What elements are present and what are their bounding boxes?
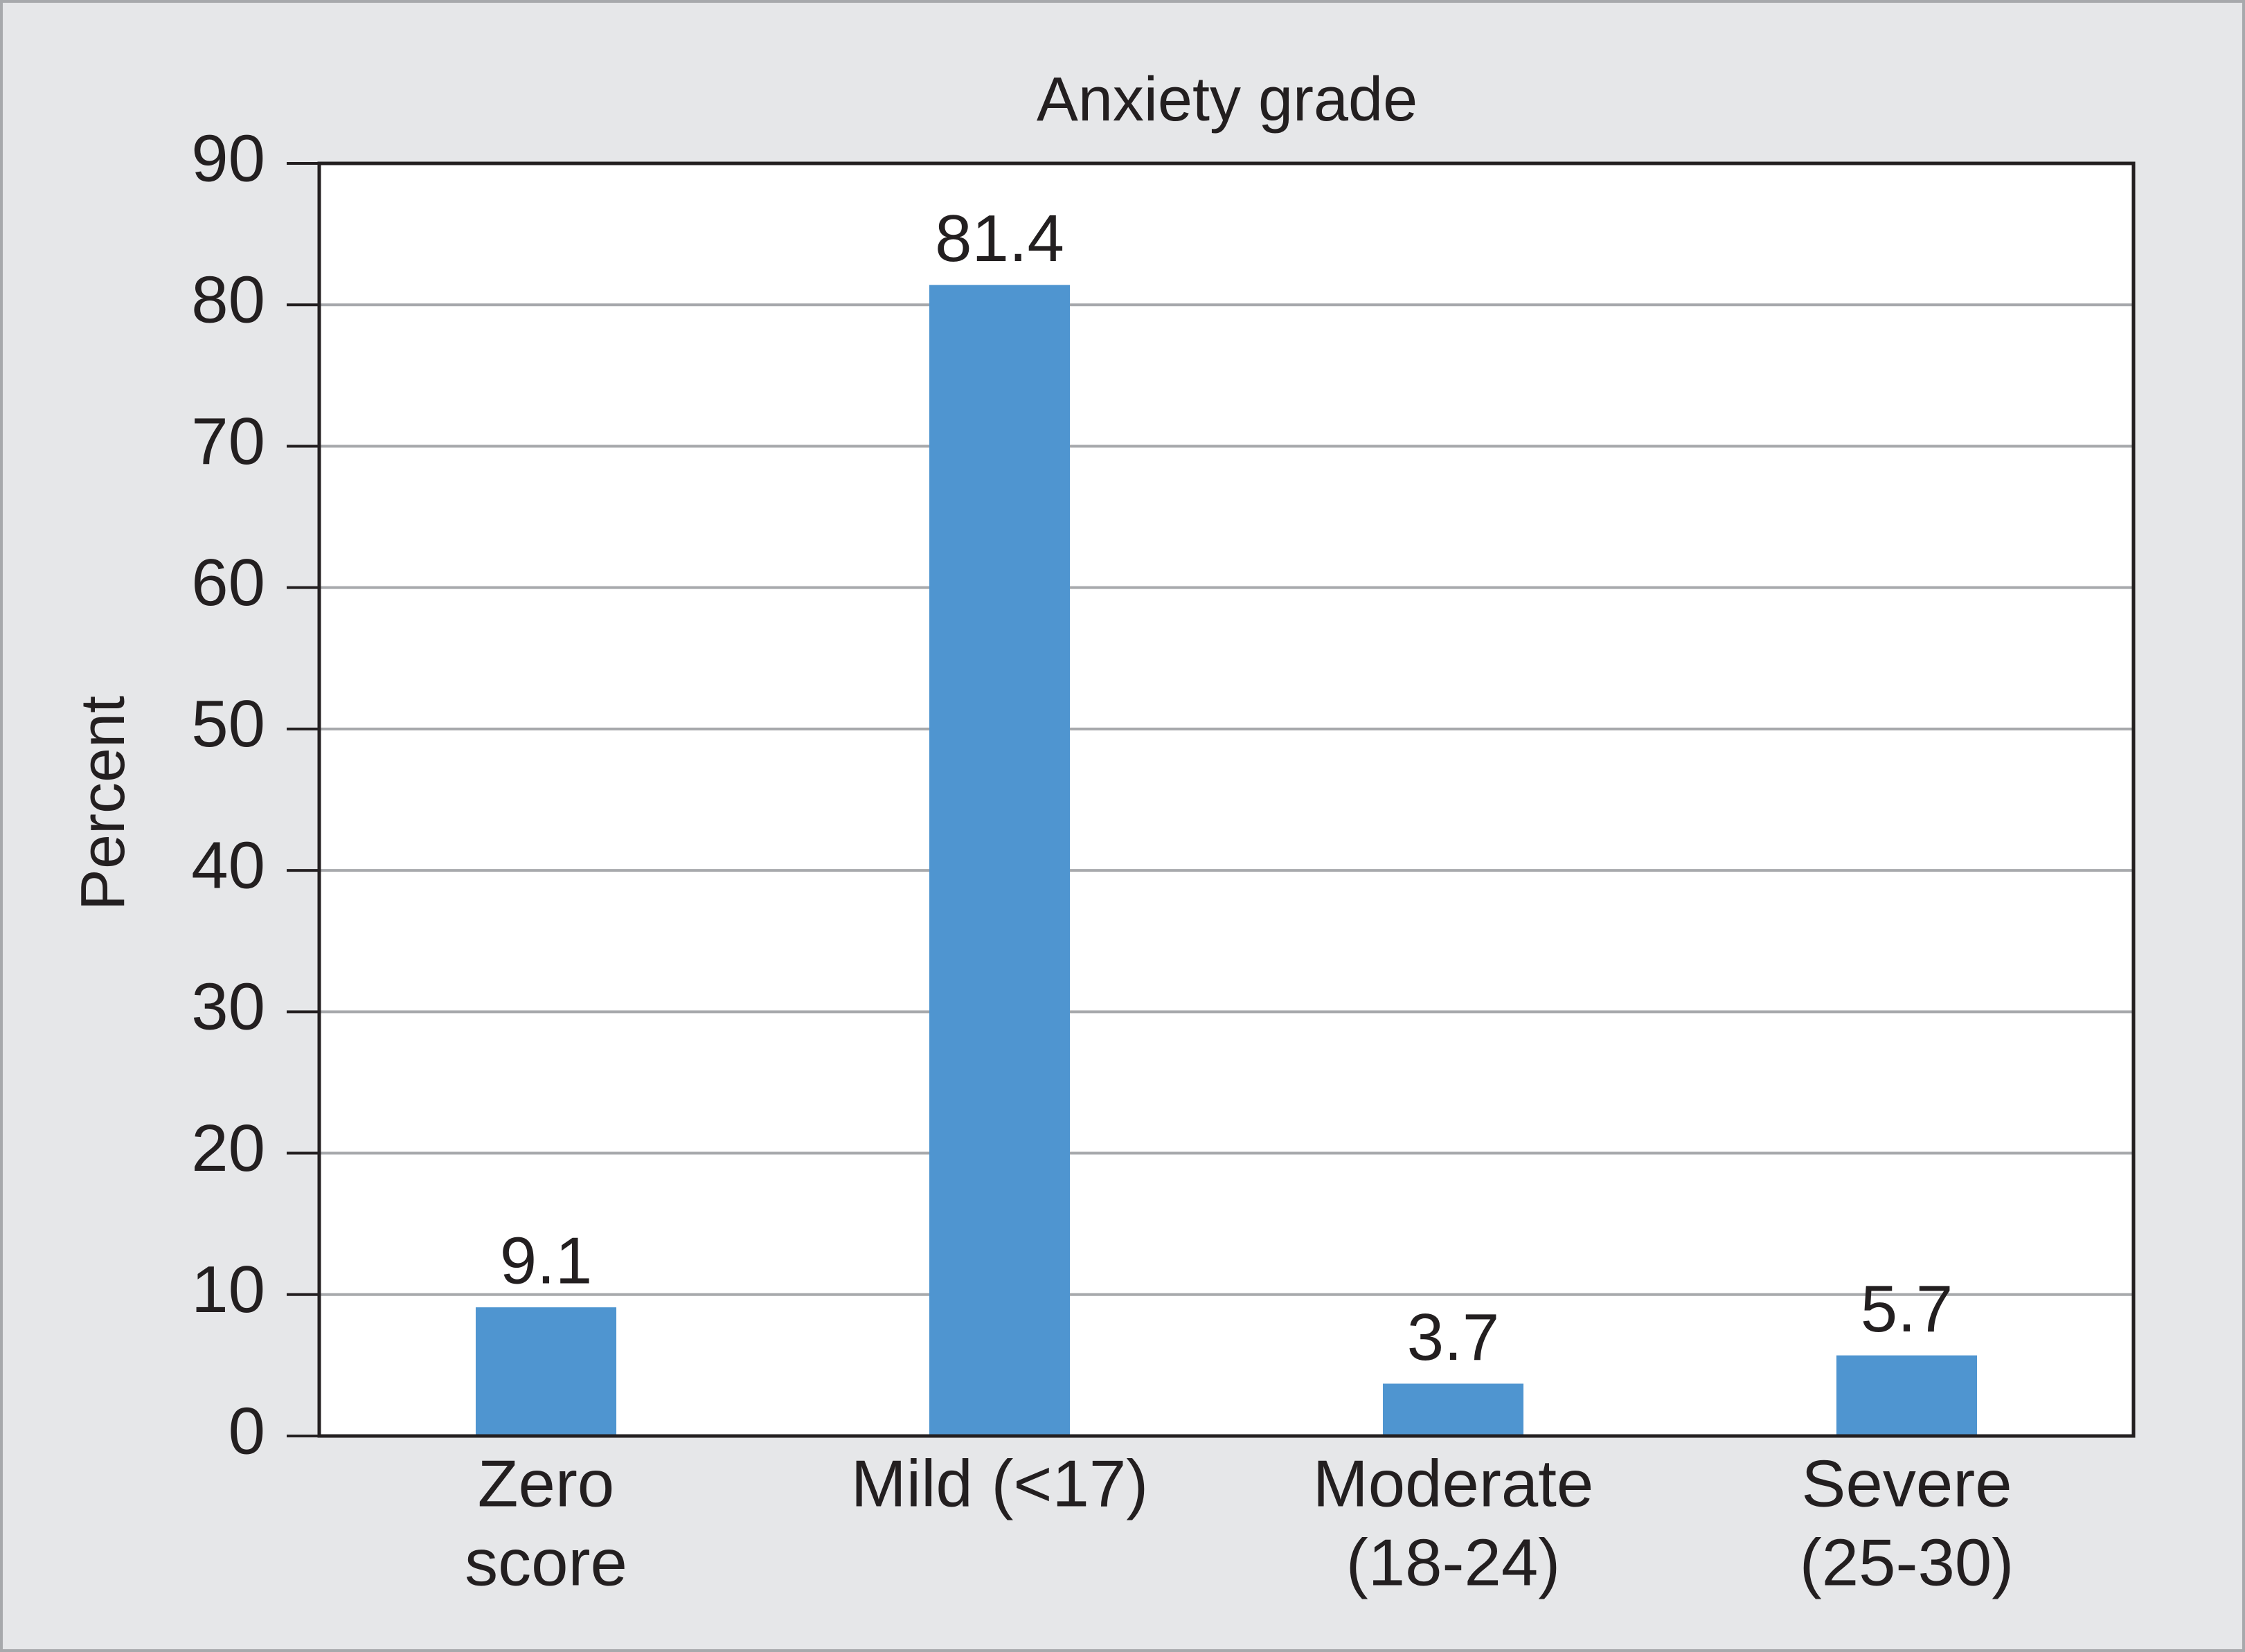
x-tick-label: score — [465, 1525, 627, 1599]
y-tick-label: 70 — [191, 404, 265, 478]
bar — [1836, 1355, 1978, 1436]
bar — [1382, 1383, 1524, 1436]
y-tick-label: 60 — [191, 546, 265, 620]
chart-title: Anxiety grade — [1037, 65, 1417, 134]
y-tick-label: 10 — [191, 1253, 265, 1327]
x-tick-label: (25-30) — [1800, 1525, 2014, 1599]
data-label: 9.1 — [500, 1224, 592, 1298]
y-tick-label: 80 — [191, 263, 265, 337]
y-tick-label: 0 — [229, 1394, 265, 1468]
y-tick-label: 20 — [191, 1111, 265, 1185]
y-tick-label: 90 — [191, 121, 265, 195]
data-label: 3.7 — [1407, 1300, 1499, 1374]
bar — [929, 285, 1071, 1436]
plot-area — [319, 163, 2134, 1436]
y-tick-label: 40 — [191, 828, 265, 902]
data-label: 81.4 — [935, 201, 1064, 276]
x-tick-label: Mild (<17) — [851, 1446, 1148, 1520]
y-tick-label: 50 — [191, 687, 265, 761]
bar — [475, 1307, 617, 1436]
y-tick-label: 30 — [191, 970, 265, 1044]
x-tick-label: (18-24) — [1346, 1525, 1560, 1599]
x-tick-label: Moderate — [1313, 1446, 1594, 1520]
x-tick-label: Zero — [478, 1446, 614, 1520]
plot-border — [317, 161, 2136, 1438]
data-label: 5.7 — [1861, 1272, 1953, 1346]
x-tick-label: Severe — [1801, 1446, 2012, 1520]
y-axis-label: Percent — [69, 696, 138, 910]
